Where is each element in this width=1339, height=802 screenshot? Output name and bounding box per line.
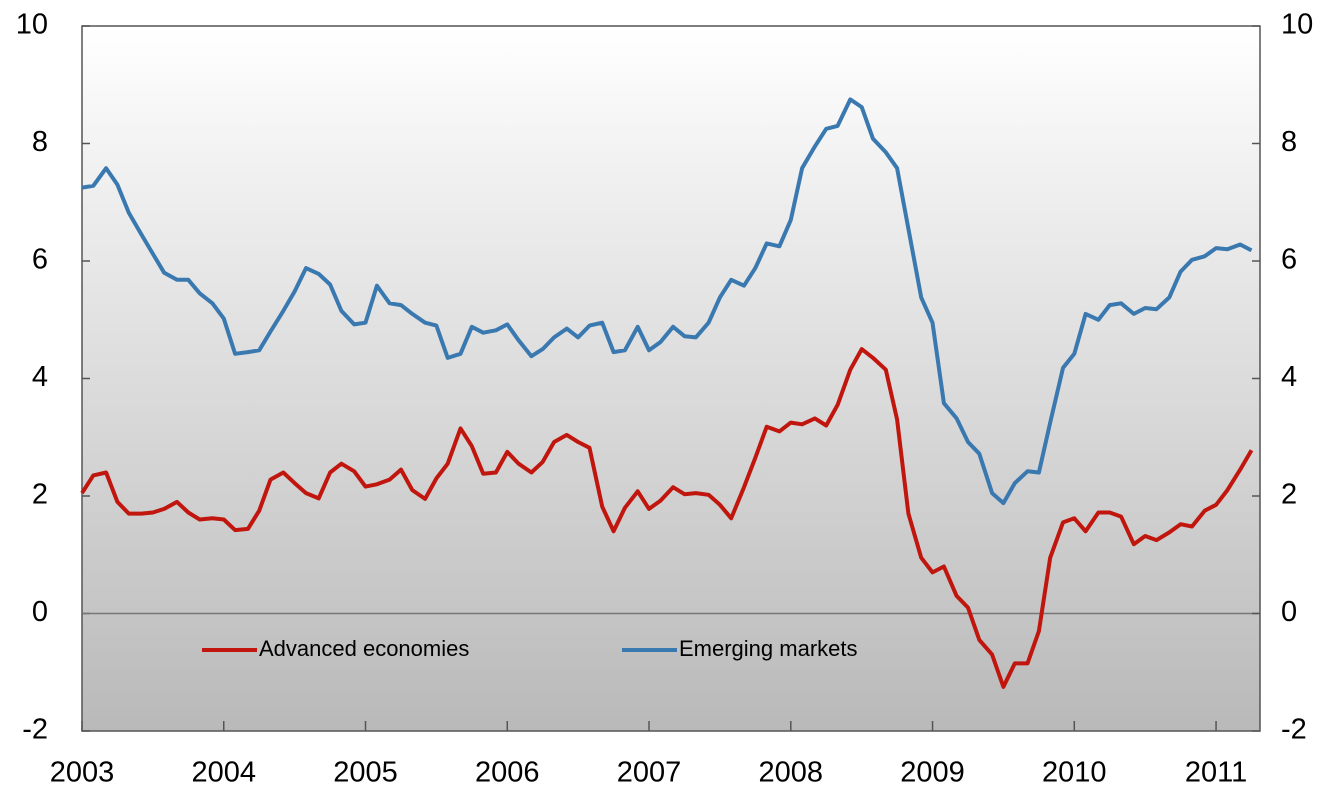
- x-tick-label: 2007: [617, 757, 682, 789]
- x-tick-label: 2011: [1185, 757, 1247, 789]
- plot-area: [81, 25, 1261, 732]
- y2-tick-label: -2: [1281, 714, 1307, 746]
- y2-tick-label: 8: [1281, 126, 1297, 158]
- y-tick-label: 10: [16, 9, 48, 41]
- x-tick-label: 2009: [900, 757, 965, 789]
- y2-tick-label: 2: [1281, 479, 1297, 511]
- y-tick-label: -2: [22, 714, 48, 746]
- legend-label: Emerging markets: [679, 636, 858, 661]
- y-tick-label: 6: [32, 244, 48, 276]
- y-tick-label: 8: [32, 126, 48, 158]
- y2-tick-label: 10: [1281, 9, 1313, 41]
- x-tick-label: 2008: [759, 757, 824, 789]
- legend-label: Advanced economies: [259, 636, 469, 661]
- series-line: [80, 347, 1254, 689]
- y2-tick-label: 0: [1281, 596, 1297, 628]
- y2-tick-label: 4: [1281, 361, 1297, 393]
- x-tick-label: 2010: [1042, 757, 1107, 789]
- y-tick-label: 0: [32, 596, 48, 628]
- x-tick-label: 2005: [333, 757, 398, 789]
- series-line: [81, 97, 1253, 506]
- x-tick-label: 2006: [475, 757, 540, 789]
- y-tick-label: 4: [32, 361, 48, 393]
- x-tick-label: 2004: [191, 757, 256, 789]
- x-tick-label: 2003: [50, 757, 115, 789]
- y2-tick-label: 6: [1281, 244, 1297, 276]
- y-tick-label: 2: [32, 479, 48, 511]
